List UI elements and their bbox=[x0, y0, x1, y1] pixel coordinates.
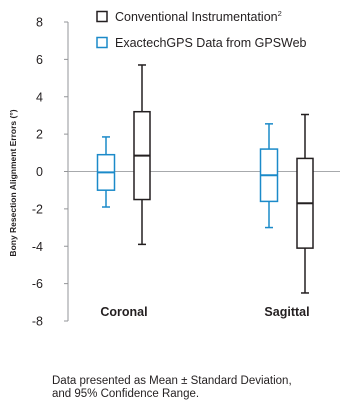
category-label-coronal: Coronal bbox=[100, 305, 147, 319]
y-tick-label-0: 0 bbox=[36, 165, 43, 179]
category-labels: Coronal Sagittal bbox=[100, 305, 309, 319]
legend-superscript: 2 bbox=[278, 9, 282, 18]
legend-swatch bbox=[96, 36, 108, 49]
boxes bbox=[96, 64, 314, 294]
legend: Conventional Instrumentation2 ExactechGPS… bbox=[96, 9, 307, 50]
legend-swatch bbox=[96, 10, 108, 23]
footnote-line-2: and 95% Confidence Range. bbox=[52, 388, 200, 400]
y-axis-label: Bony Resection Alignment Errors (°) bbox=[8, 109, 18, 256]
box-conventional-sagittal bbox=[296, 113, 314, 294]
legend-item-exactechgps: ExactechGPS Data from GPSWeb bbox=[96, 36, 307, 50]
y-tick-label-4: 4 bbox=[36, 90, 43, 104]
y-tick-label--8: -8 bbox=[32, 315, 43, 329]
legend-label: ExactechGPS Data from GPSWeb bbox=[115, 36, 307, 50]
legend-label: Conventional Instrumentation2 bbox=[115, 9, 282, 24]
legend-item-conventional: Conventional Instrumentation2 bbox=[96, 9, 282, 24]
y-axis: -8 -6 -4 -2 0 2 4 6 8 bbox=[32, 16, 69, 329]
y-tick-label--6: -6 bbox=[32, 277, 43, 291]
y-tick-label-6: 6 bbox=[36, 53, 43, 67]
category-label-sagittal: Sagittal bbox=[264, 305, 309, 319]
y-tick-label--4: -4 bbox=[32, 240, 43, 254]
y-tick-label-8: 8 bbox=[36, 16, 43, 30]
box-plot-chart: Bony Resection Alignment Errors (°) -8 -6… bbox=[8, 9, 340, 329]
footnote-line-1: Data presented as Mean ± Standard Deviat… bbox=[52, 375, 292, 387]
box-conventional-coronal bbox=[133, 64, 151, 246]
footnote: Data presented as Mean ± Standard Deviat… bbox=[52, 375, 357, 401]
box-exactechgps-sagittal bbox=[259, 123, 279, 229]
y-tick-label-2: 2 bbox=[36, 128, 43, 142]
y-tick-label--2: -2 bbox=[32, 202, 43, 216]
box-exactechgps-coronal bbox=[96, 136, 116, 208]
